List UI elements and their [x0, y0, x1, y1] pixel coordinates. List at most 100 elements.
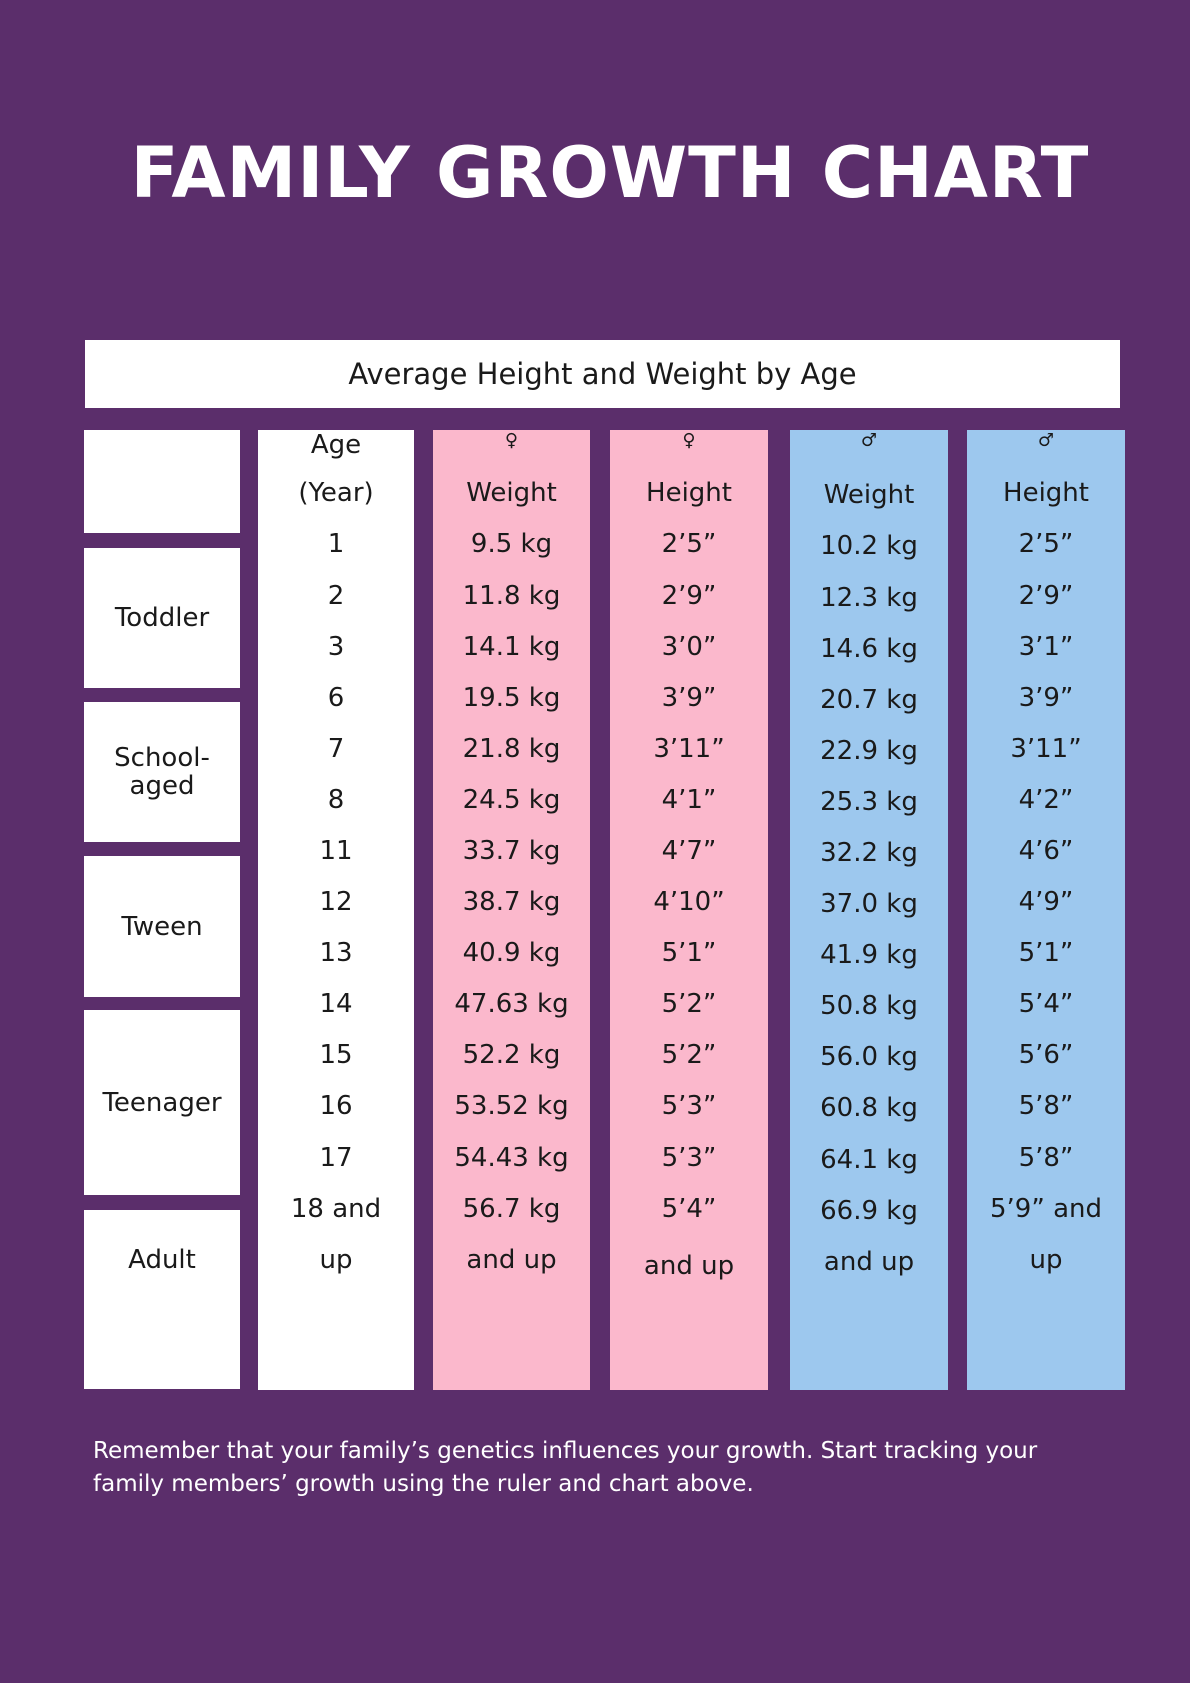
group-tween: Tween: [84, 856, 240, 997]
group-teenager: Teenager: [84, 1010, 240, 1195]
table-cell: 2’9”: [661, 581, 717, 611]
table-cell: 11.8 kg: [462, 581, 561, 611]
table-cell: 12.3 kg: [820, 583, 918, 613]
table-cell: 20.7 kg: [820, 685, 918, 715]
table-cell: 32.2 kg: [820, 838, 918, 868]
table-cell: 19.5 kg: [462, 683, 561, 713]
table-cell: 5’4”: [1018, 989, 1074, 1019]
table-cell: 47.63 kg: [454, 989, 569, 1019]
table-cell: 37.0 kg: [820, 889, 918, 919]
table-cell: 4’6”: [1018, 836, 1074, 866]
table-cell: 22.9 kg: [820, 736, 918, 766]
column-male-height: ♂ Height 2’5” 2’9” 3’1” 3’9” 3’11” 4’2” 4’6” 4’…: [967, 430, 1125, 1390]
table-cell: 64.1 kg: [820, 1145, 918, 1175]
column-age: Age (Year) 1 2 3 6 7 8 11 12 13 14 15 16 17 18 and up: [258, 430, 414, 1390]
table-cell: 17: [319, 1143, 353, 1173]
table-cell: 54.43 kg: [454, 1143, 569, 1173]
table-cell: 3’11”: [1010, 734, 1082, 764]
group-toddler: Toddler: [84, 548, 240, 688]
table-cell: 50.8 kg: [820, 991, 918, 1021]
column-female-height: ♀ Height 2’5” 2’9” 3’0” 3’9” 3’11” 4’1” 4’7” 4’…: [610, 430, 768, 1390]
table-cell: 10.2 kg: [820, 531, 918, 561]
group-header-blank: [84, 430, 240, 533]
group-label: School- aged: [114, 743, 210, 801]
table-cell: 6: [327, 683, 345, 713]
table-cell: 53.52 kg: [454, 1091, 569, 1121]
table-cell: 60.8 kg: [820, 1093, 918, 1123]
table-cell: 40.9 kg: [462, 938, 561, 968]
table-cell: 4’10”: [653, 887, 725, 917]
table-cell: 5’2”: [661, 1040, 717, 1070]
table-cell: 2: [327, 581, 345, 611]
table-cell: 2’5”: [661, 529, 717, 559]
group-school-aged: School- aged: [84, 702, 240, 842]
table-cell: up: [1029, 1245, 1063, 1275]
table-cell: 16: [319, 1091, 353, 1121]
table-cell: 5’8”: [1018, 1091, 1074, 1121]
table-cell: 25.3 kg: [820, 787, 918, 817]
table-cell: 8: [327, 785, 345, 815]
male-symbol-icon: ♂: [860, 430, 878, 451]
table-cell: 3: [327, 632, 345, 662]
table-cell: 5’3”: [661, 1143, 717, 1173]
table-cell: up: [319, 1245, 353, 1275]
table-cell: 56.7 kg: [462, 1194, 561, 1224]
group-adult: Adult: [84, 1210, 240, 1389]
table-cell: 2’9”: [1018, 581, 1074, 611]
table-cell: and up: [466, 1245, 557, 1275]
table-cell: 7: [327, 734, 345, 764]
table-cell: 12: [319, 887, 353, 917]
female-symbol-icon: ♀: [682, 430, 696, 451]
table-cell: 1: [327, 529, 345, 559]
table-cell: 56.0 kg: [820, 1042, 918, 1072]
male-symbol-icon: ♂: [1037, 430, 1055, 451]
table-cell: 4’7”: [661, 836, 717, 866]
table-cell: and up: [643, 1251, 735, 1281]
table-cell: 14.6 kg: [820, 634, 918, 664]
table-cell: 5’6”: [1018, 1040, 1074, 1070]
table-cell: 5’9” and: [990, 1194, 1102, 1224]
column-header-unit: (Year): [298, 478, 374, 508]
group-label: Toddler: [114, 603, 210, 633]
column-header: Height: [646, 478, 732, 508]
table-cell: 4’1”: [661, 785, 717, 815]
table-cell: 52.2 kg: [462, 1040, 561, 1070]
table-cell: 3’0”: [661, 632, 717, 662]
table-cell: 24.5 kg: [462, 785, 561, 815]
table-cell: 3’11”: [653, 734, 725, 764]
column-female-weight: ♀ Weight 9.5 kg 11.8 kg 14.1 kg 19.5 kg 21.8…: [433, 430, 590, 1390]
column-header: Age: [310, 430, 362, 460]
table-cell: 9.5 kg: [470, 529, 553, 559]
group-label: Teenager: [102, 1087, 222, 1118]
footnote: Remember that your family’s genetics inf…: [93, 1438, 1038, 1497]
column-header: Height: [1003, 478, 1089, 508]
table-subtitle: Average Height and Weight by Age: [85, 340, 1120, 408]
page-title: FAMILY GROWTH CHART: [130, 132, 1090, 214]
group-label: Tween: [121, 911, 203, 942]
table-cell: 4’9”: [1018, 887, 1074, 917]
table-cell: 3’9”: [1018, 683, 1074, 713]
table-cell: 5’4”: [661, 1194, 717, 1224]
table-cell: 5’3”: [661, 1091, 717, 1121]
table-cell: 5’1”: [661, 938, 717, 968]
table-cell: 3’9”: [661, 683, 717, 713]
group-label: Adult: [128, 1245, 196, 1275]
table-cell: 14.1 kg: [462, 632, 561, 662]
column-header: Weight: [466, 478, 557, 508]
table-cell: 14: [319, 989, 353, 1019]
table-cell: 13: [319, 938, 353, 968]
table-cell: 66.9 kg: [820, 1196, 918, 1226]
table-cell: 5’8”: [1018, 1143, 1074, 1173]
column-header: Weight: [823, 480, 915, 510]
table-cell: 11: [319, 836, 353, 866]
female-symbol-icon: ♀: [504, 430, 519, 451]
table-cell: 38.7 kg: [462, 887, 561, 917]
table-cell: and up: [823, 1247, 915, 1277]
table-cell: 4’2”: [1018, 785, 1074, 815]
table-cell: 33.7 kg: [462, 836, 561, 866]
table-cell: 18 and: [290, 1194, 382, 1224]
table-cell: 21.8 kg: [462, 734, 561, 764]
table-cell: 41.9 kg: [820, 940, 918, 970]
table-cell: 3’1”: [1018, 632, 1074, 662]
table-cell: 2’5”: [1018, 529, 1074, 559]
